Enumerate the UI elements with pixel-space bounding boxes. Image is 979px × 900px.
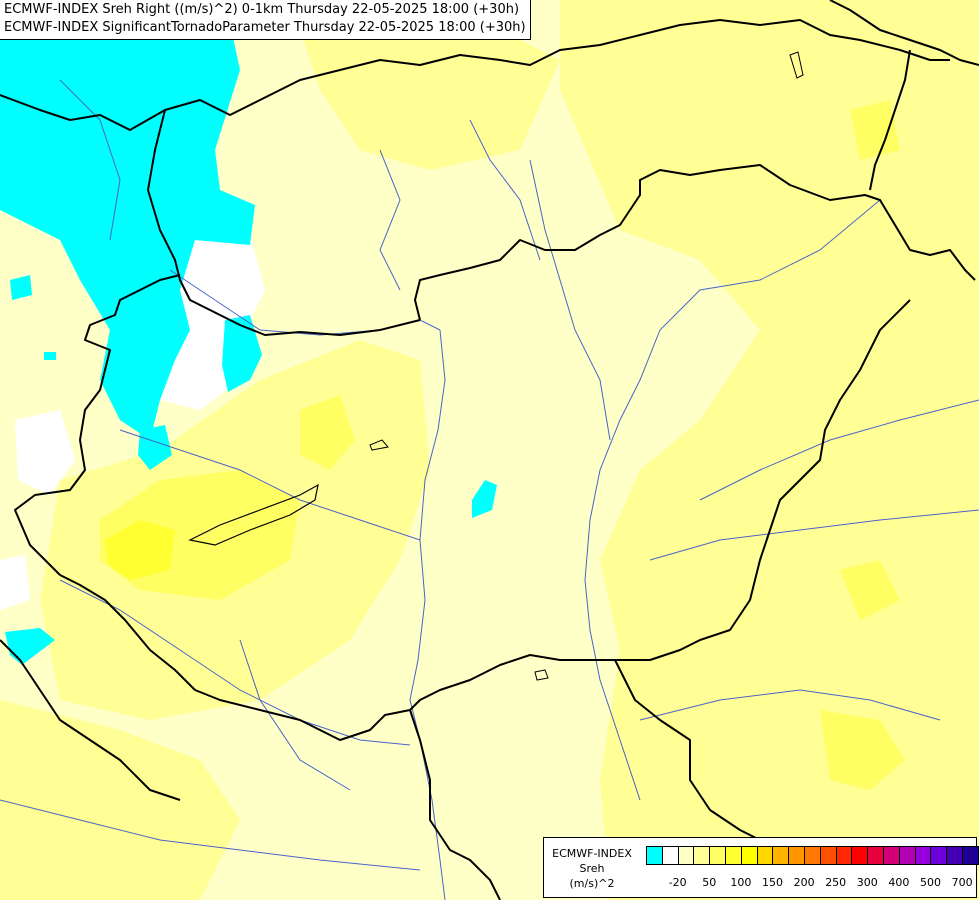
legend-swatch-12 [835, 846, 853, 865]
field-cyan-small-1 [138, 425, 172, 470]
legend-swatch-18 [930, 846, 948, 865]
field-cyan-small-4 [10, 275, 32, 300]
lake-small-3 [534, 669, 549, 681]
field-light-yellow-north [300, 20, 560, 170]
field-cyan-river-band [222, 315, 262, 392]
river-north-2 [469, 119, 541, 261]
legend-swatch-6 [740, 846, 758, 865]
field-light-yellow-east [560, 0, 979, 900]
river-east-2 [649, 509, 979, 561]
river-sava [0, 799, 421, 871]
legend-swatch-10 [804, 846, 821, 865]
border-hungary-east [409, 299, 911, 711]
legend-swatch-11 [819, 846, 837, 865]
legend-source: ECMWF-INDEX [552, 847, 632, 860]
river-north-1 [379, 149, 401, 291]
border-ukraine-east [829, 0, 979, 66]
colorbar-legend: ECMWF-INDEX Sreh (m/s)^2 -20 50 100 150 200 2… [543, 837, 979, 898]
border-hungary-north [414, 164, 976, 321]
field-white-left-edge [0, 555, 30, 610]
legend-tick-7: 400 [888, 876, 910, 889]
river-danube-south [409, 329, 446, 900]
field-yellow-patch-4 [850, 100, 900, 160]
river-tisza-branch [529, 159, 611, 441]
legend-swatch-0 [646, 846, 663, 865]
border-hungary-southwest [59, 574, 411, 741]
border-west-upper [147, 109, 421, 336]
river-raba [119, 429, 421, 541]
legend-swatch-7 [756, 846, 774, 865]
river-east-3 [639, 689, 941, 721]
legend-swatch-5 [725, 846, 742, 865]
legend-tick-2: 100 [730, 876, 752, 889]
legend-swatch-21 [977, 846, 979, 865]
field-cyan-small-5 [44, 352, 56, 360]
legend-unit: (m/s)^2 [569, 877, 615, 890]
title-line-2: ECMWF-INDEX SignificantTornadoParameter … [4, 20, 526, 35]
legend-swatch-17 [914, 846, 932, 865]
legend-tick-6: 300 [856, 876, 878, 889]
border-north-slovakia [0, 19, 950, 131]
field-cyan-northwest [0, 0, 255, 440]
legend-tick-0: -20 [668, 876, 687, 889]
legend-tick-5: 250 [825, 876, 847, 889]
legend-swatch-13 [851, 846, 869, 865]
legend-swatch-9 [788, 846, 805, 865]
legend-swatch-8 [772, 846, 790, 865]
field-white-west [15, 410, 75, 495]
field-yellow-patch-2 [300, 395, 355, 470]
field-yellow-patch-5 [840, 560, 900, 620]
border-croatia-serbia [409, 709, 501, 900]
field-light-yellow-southwest [0, 700, 240, 900]
border-east-romania [869, 49, 911, 191]
river-east-1 [699, 399, 979, 501]
river-south-mid [239, 639, 351, 791]
field-cyan-small-2 [472, 480, 497, 518]
map-title-box: ECMWF-INDEX Sreh Right ((m/s)^2) 0-1km T… [0, 0, 531, 40]
lake-small-2 [789, 51, 804, 79]
legend-swatch-16 [898, 846, 916, 865]
field-strong-yellow-core [105, 520, 175, 580]
legend-tick-1: 50 [702, 876, 717, 889]
river-tisza [584, 199, 881, 801]
river-drava [59, 579, 411, 746]
legend-swatch-19 [946, 846, 963, 865]
legend-tick-3: 150 [762, 876, 783, 889]
border-hungary-west [14, 274, 181, 576]
field-yellow-patch-3 [820, 710, 905, 790]
legend-swatch-1 [661, 846, 679, 865]
legend-tick-9: 700 [951, 876, 973, 889]
lake-balaton [188, 483, 319, 546]
field-cyan-small-3 [5, 628, 55, 665]
legend-swatch-14 [867, 846, 884, 865]
border-southwest [0, 639, 181, 801]
legend-swatch-2 [677, 846, 695, 865]
legend-swatch-3 [693, 846, 711, 865]
legend-tick-4: 200 [793, 876, 815, 889]
legend-variable: Sreh [579, 862, 605, 875]
legend-swatch-4 [709, 846, 726, 865]
legend-swatch-20 [962, 846, 979, 865]
title-line-1: ECMWF-INDEX Sreh Right ((m/s)^2) 0-1km T… [4, 2, 520, 17]
legend-swatch-15 [883, 846, 900, 865]
river-west [59, 79, 121, 241]
legend-tick-8: 500 [920, 876, 941, 889]
lake-small-1 [369, 439, 389, 451]
